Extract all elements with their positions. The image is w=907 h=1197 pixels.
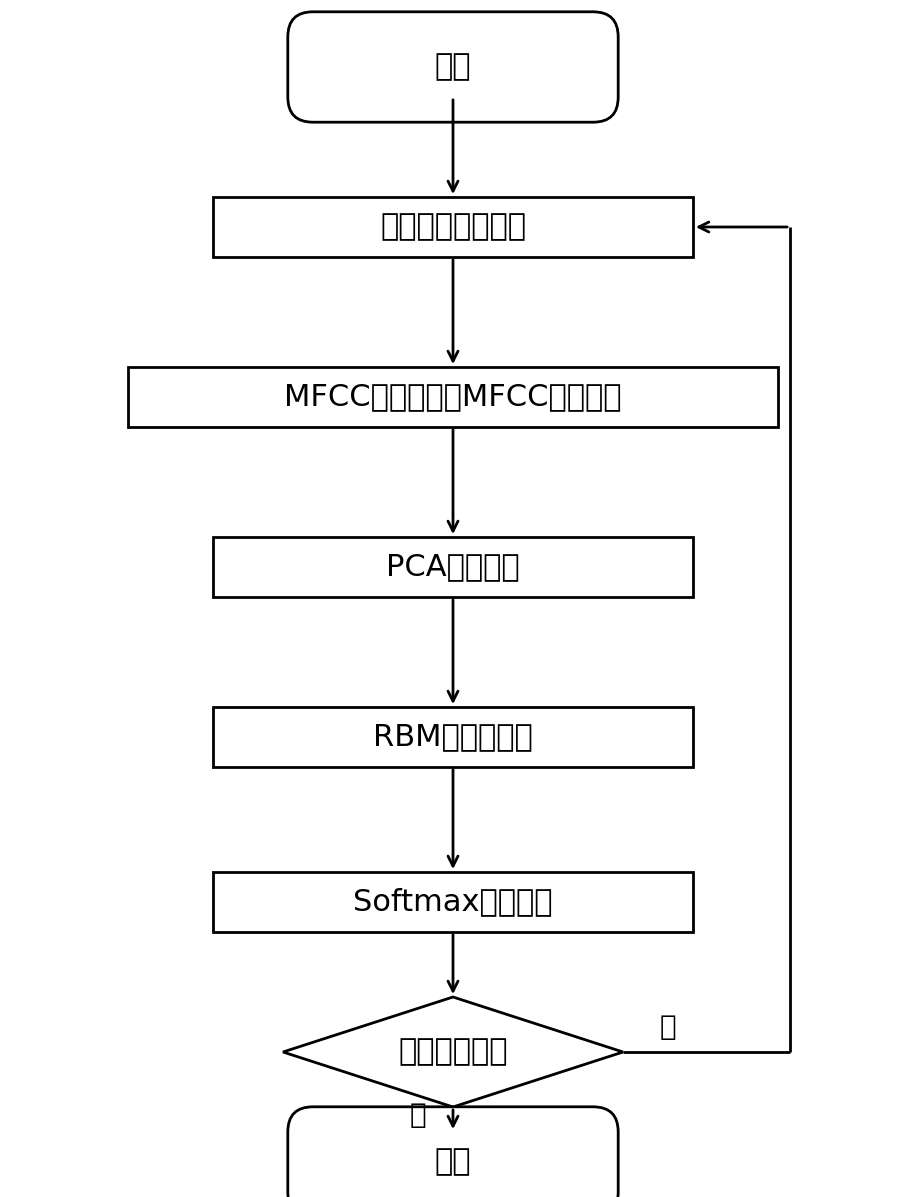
Text: PCA线性降维: PCA线性降维	[386, 553, 520, 582]
Text: 是否分类结束: 是否分类结束	[398, 1038, 508, 1067]
Text: 否: 否	[659, 1013, 677, 1041]
Polygon shape	[283, 997, 623, 1107]
Bar	[213, 537, 693, 597]
Bar	[128, 367, 778, 427]
Text: 是: 是	[410, 1100, 426, 1129]
FancyBboxPatch shape	[288, 12, 619, 122]
Bar	[213, 198, 693, 257]
Text: 开始: 开始	[434, 53, 472, 81]
FancyBboxPatch shape	[288, 1107, 619, 1197]
Bar	[213, 707, 693, 767]
Text: 孤立数字语音输入: 孤立数字语音输入	[380, 213, 526, 242]
Text: MFCC与一阶差分MFCC特征抽取: MFCC与一阶差分MFCC特征抽取	[284, 383, 622, 412]
Text: RBM非线性降维: RBM非线性降维	[373, 723, 533, 752]
Text: Softmax分类识别: Softmax分类识别	[353, 887, 552, 917]
Bar	[213, 871, 693, 932]
Text: 结束: 结束	[434, 1148, 472, 1177]
